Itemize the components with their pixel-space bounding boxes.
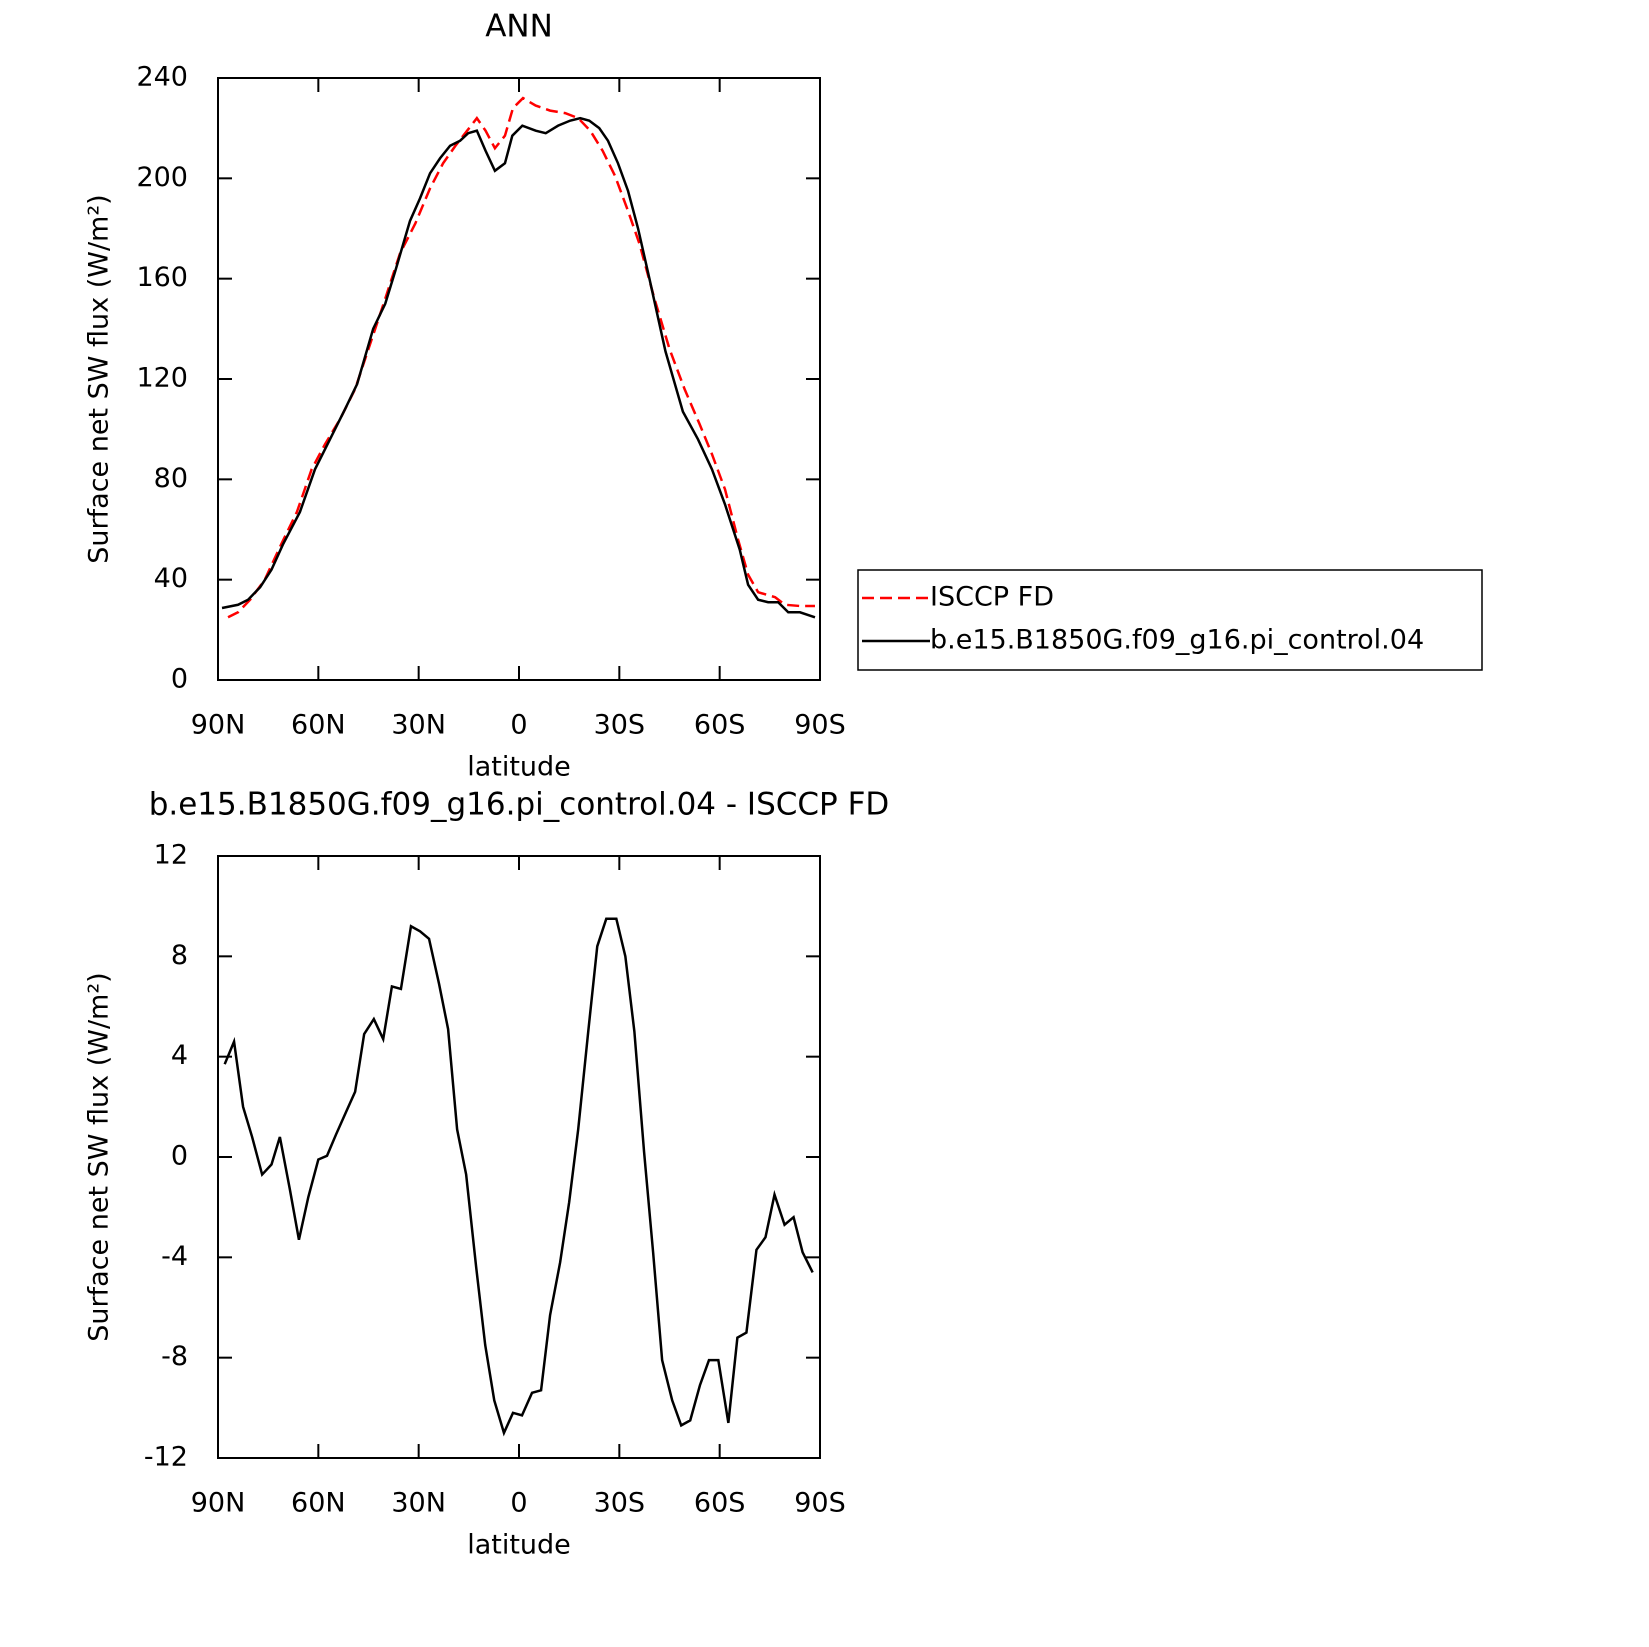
x-tick-label: 0 (510, 710, 527, 741)
y-tick-label: 240 (136, 62, 188, 93)
x-tick-label: 60S (694, 1488, 746, 1519)
x-tick-label: 60S (694, 710, 746, 741)
x-tick-label: 90N (191, 710, 246, 741)
y-tick-label: 40 (154, 563, 188, 594)
x-tick-label: 30S (594, 710, 646, 741)
y-tick-label: 80 (154, 463, 188, 494)
plot-frame (217, 855, 821, 1459)
y-tick-label: 4 (171, 1040, 188, 1071)
y-axis-label: Surface net SW flux (W/m²) (84, 194, 115, 563)
y-tick-label: 12 (154, 840, 188, 871)
chart-title: b.e15.B1850G.f09_g16.pi_control.04 - ISC… (149, 787, 890, 823)
x-tick-label: 0 (510, 1488, 527, 1519)
x-tick-label: 90S (794, 710, 846, 741)
x-tick-label: 30N (391, 1488, 446, 1519)
x-tick-label: 30S (594, 1488, 646, 1519)
chart-title: ANN (485, 9, 553, 45)
y-tick-label: -8 (161, 1341, 188, 1372)
y-tick-label: 0 (171, 1141, 188, 1172)
plot-frame (217, 77, 821, 681)
y-axis-label: Surface net SW flux (W/m²) (84, 972, 115, 1341)
y-tick-label: 160 (136, 262, 188, 293)
y-tick-label: 120 (136, 363, 188, 394)
x-axis-label: latitude (467, 752, 571, 783)
x-axis-label: latitude (467, 1530, 571, 1561)
legend-label: b.e15.B1850G.f09_g16.pi_control.04 (930, 625, 1424, 656)
y-tick-label: -4 (161, 1241, 188, 1272)
y-tick-label: 200 (136, 162, 188, 193)
data-line (221, 116, 816, 619)
legend-box (857, 569, 1483, 671)
x-tick-label: 90S (794, 1488, 846, 1519)
legend-label: ISCCP FD (930, 582, 1054, 613)
data-line (223, 917, 814, 1437)
x-tick-label: 30N (391, 710, 446, 741)
data-line (227, 96, 815, 619)
x-tick-label: 60N (291, 1488, 346, 1519)
x-tick-label: 60N (291, 710, 346, 741)
y-tick-label: -12 (144, 1442, 188, 1473)
y-tick-label: 8 (171, 940, 188, 971)
y-tick-label: 0 (171, 664, 188, 695)
x-tick-label: 90N (191, 1488, 246, 1519)
